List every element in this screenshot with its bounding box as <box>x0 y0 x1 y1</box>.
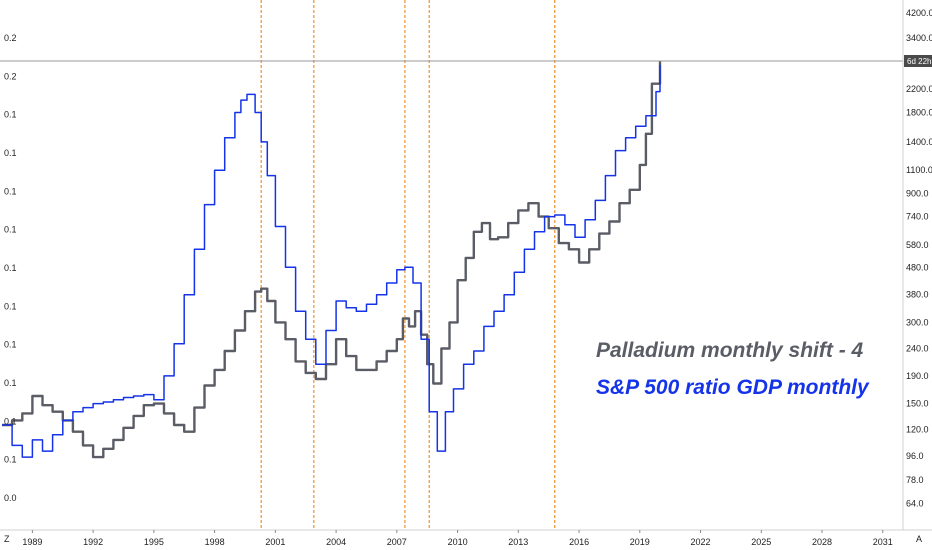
axis-corner-left[interactable]: Z <box>4 534 10 544</box>
x-tick-label: 2001 <box>265 537 285 547</box>
x-tick-label: 2013 <box>508 537 528 547</box>
vertical-markers <box>260 0 556 530</box>
right-tick-label: 580.0 <box>906 240 929 250</box>
x-tick-label: 2031 <box>873 537 893 547</box>
left-tick-label: 0.1 <box>4 378 17 388</box>
right-tick-label: 300.0 <box>906 317 929 327</box>
right-tick-label: 380.0 <box>906 290 929 300</box>
left-tick-label: 0.1 <box>4 110 17 120</box>
right-tick-label: 1800.0 <box>906 108 932 118</box>
x-tick-label: 1998 <box>205 537 225 547</box>
time-axis-ticks[interactable]: 1989 1992 1995 1998 2001 2004 2007 2010 2013 2016… <box>22 530 893 547</box>
right-tick-label: 64.0 <box>906 498 924 508</box>
left-tick-label: 0.1 <box>4 263 17 273</box>
annotation-sp500: S&P 500 ratio GDP monthly <box>596 376 870 399</box>
right-tick-label: 1400.0 <box>906 137 932 147</box>
x-tick-label: 2016 <box>569 537 589 547</box>
left-tick-label: 0.1 <box>4 455 17 465</box>
series-line-0 <box>2 60 662 459</box>
crosshair-label: 6d 22h <box>907 57 931 66</box>
x-tick-label: 2025 <box>751 537 771 547</box>
left-tick-label: 0.2 <box>4 71 17 81</box>
right-tick-label: 740.0 <box>906 212 929 222</box>
x-tick-label: 2022 <box>690 537 710 547</box>
right-tick-label: 120.0 <box>906 425 929 435</box>
x-tick-label: 1992 <box>83 537 103 547</box>
right-tick-label: 3400.0 <box>906 33 932 43</box>
left-tick-label: 0.1 <box>4 340 17 350</box>
crosshair-label-box <box>904 55 932 67</box>
right-tick-label: 190.0 <box>906 371 929 381</box>
right-tick-label: 480.0 <box>906 262 929 272</box>
right-tick-label: 2200.0 <box>906 84 932 94</box>
left-tick-label: 0.1 <box>4 301 17 311</box>
right-tick-label: 78.0 <box>906 475 924 485</box>
right-tick-label: 4200.0 <box>906 8 932 18</box>
left-tick-label: 0.1 <box>4 148 17 158</box>
right-tick-label: 150.0 <box>906 399 929 409</box>
left-tick-label: 0.1 <box>4 416 17 426</box>
series-line-1 <box>2 64 661 458</box>
left-tick-label: 0.1 <box>4 225 17 235</box>
x-tick-label: 2007 <box>387 537 407 547</box>
x-tick-label: 1995 <box>144 537 164 547</box>
left-tick-label: 0.0 <box>4 493 17 503</box>
right-tick-label: 96.0 <box>906 451 924 461</box>
axis-corner-right[interactable]: A <box>916 534 922 544</box>
left-tick-label: 0.2 <box>4 33 17 43</box>
right-tick-label: 240.0 <box>906 344 929 354</box>
left-axis-ticks: 0.2 0.2 0.1 0.1 0.1 0.1 0.1 0.1 0.1 0.1 0.1 0.1 0.0 <box>4 33 17 503</box>
x-tick-label: 2019 <box>630 537 650 547</box>
right-tick-label: 1100.0 <box>906 165 932 175</box>
left-tick-label: 0.1 <box>4 186 17 196</box>
x-tick-label: 2028 <box>812 537 832 547</box>
x-tick-label: 1989 <box>22 537 42 547</box>
series-layer <box>2 60 662 459</box>
annotation-palladium: Palladium monthly shift - 4 <box>596 339 864 362</box>
right-tick-label: 900.0 <box>906 189 929 199</box>
x-tick-label: 2004 <box>326 537 346 547</box>
x-tick-label: 2010 <box>448 537 468 547</box>
